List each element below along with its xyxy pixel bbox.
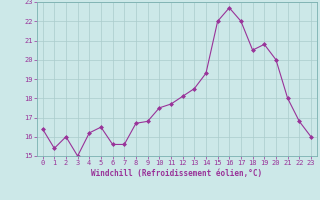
X-axis label: Windchill (Refroidissement éolien,°C): Windchill (Refroidissement éolien,°C) xyxy=(91,169,262,178)
